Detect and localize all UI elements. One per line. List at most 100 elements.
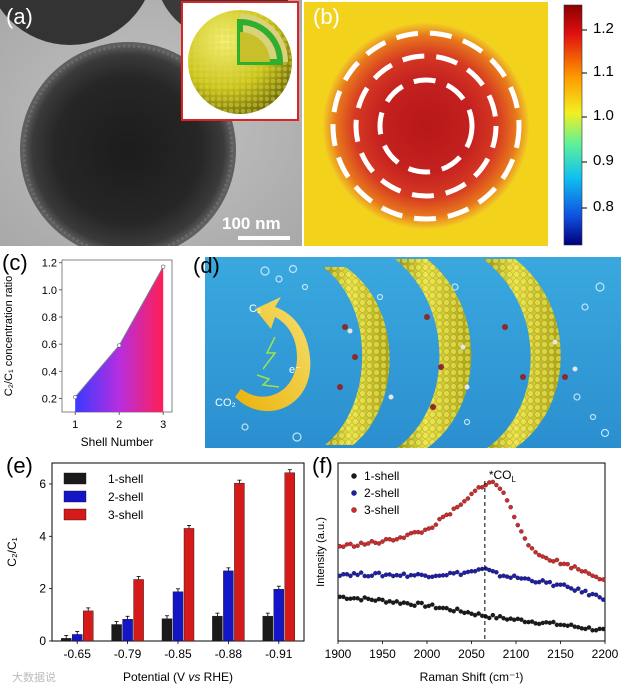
panel-e-label: (e) xyxy=(6,453,33,478)
data-point xyxy=(572,588,577,593)
y-tick-label: 0.2 xyxy=(42,393,57,405)
bar-2-shell xyxy=(122,619,133,642)
legend-item-1-shell: 1-shell xyxy=(351,469,399,483)
series-2-shell xyxy=(337,566,606,602)
x-tick-label: -0.88 xyxy=(215,647,243,661)
panel-c: 0.2 0.4 0.6 0.8 1.0 1.2 1 2 3 Shell Number C₂/C₁ c… xyxy=(0,250,195,450)
colorbar-tick-0-9: 0.9 xyxy=(593,152,614,169)
data-point xyxy=(419,530,424,535)
data-point xyxy=(568,586,574,591)
data-point xyxy=(419,600,424,606)
legend-item-1-shell: 1-shell xyxy=(63,472,143,486)
data-point xyxy=(526,543,531,548)
bar-2-shell xyxy=(172,591,184,642)
data-point xyxy=(497,486,503,492)
data-point xyxy=(430,602,435,607)
legend-label: 2-shell xyxy=(108,490,143,504)
panel-a-label: (a) xyxy=(6,4,33,29)
colorbar-tick-1-0: 1.0 xyxy=(593,107,614,124)
data-point xyxy=(358,570,364,575)
data-point xyxy=(469,491,474,497)
data-point xyxy=(376,541,382,546)
y-tick-label: 0.6 xyxy=(42,339,57,351)
data-point xyxy=(444,605,449,611)
data-point xyxy=(355,572,360,578)
data-point xyxy=(501,490,506,496)
data-point xyxy=(161,264,166,269)
data-point xyxy=(600,626,606,632)
area-fill xyxy=(75,266,164,412)
bar-1-shell xyxy=(111,624,122,642)
legend-label: 3-shell xyxy=(108,508,143,522)
data-point xyxy=(490,479,496,485)
legend-swatch xyxy=(63,508,87,521)
bar-3-shell xyxy=(284,472,295,642)
annotation-sub: L xyxy=(512,475,517,484)
data-point xyxy=(472,488,478,494)
data-point xyxy=(586,625,592,630)
legend-label: 2-shell xyxy=(364,486,399,500)
data-point xyxy=(540,578,545,583)
x-tick-label: 1900 xyxy=(325,647,352,661)
data-point xyxy=(472,568,478,574)
data-point xyxy=(487,615,492,621)
x-tick-label: -0.65 xyxy=(64,647,92,661)
label-co2: CO₂ xyxy=(215,397,236,409)
bar-1-shell xyxy=(61,638,72,642)
data-point xyxy=(465,496,471,501)
data-point xyxy=(440,514,446,520)
panel-c-chart: 0.2 0.4 0.6 0.8 1.0 1.2 1 2 3 Shell Number C₂/C₁ c… xyxy=(3,258,173,449)
series-1-shell xyxy=(337,594,606,633)
data-point xyxy=(380,597,385,603)
data-point xyxy=(494,482,499,488)
data-point xyxy=(568,622,574,627)
data-point xyxy=(458,572,464,578)
data-point xyxy=(529,546,535,551)
legend-swatch xyxy=(63,472,87,485)
data-point xyxy=(593,574,599,580)
panel-f-label: (f) xyxy=(312,453,333,478)
x-tick-label: 2 xyxy=(116,419,122,431)
x-tick-label: 1 xyxy=(72,419,78,431)
data-point xyxy=(511,573,517,578)
data-point xyxy=(536,579,542,585)
bar-1-shell xyxy=(262,615,273,642)
data-point xyxy=(451,609,456,614)
panel-b: (b) 1.2 1.1 1.0 0.9 0.8 xyxy=(303,0,625,246)
data-point xyxy=(583,569,588,574)
data-point xyxy=(412,603,417,608)
legend-label: 1-shell xyxy=(108,472,143,486)
data-point xyxy=(522,536,528,541)
x-tick-label: 1950 xyxy=(369,647,396,661)
data-point xyxy=(380,539,385,544)
panel-e: -0.65 -0.79 -0.85 -0.88 -0.91 0 2 4 6 1-shell 2-sh… xyxy=(0,453,310,689)
legend-item-3-shell: 3-shell xyxy=(63,508,143,522)
x-axis-label: Raman Shift (cm⁻¹) xyxy=(420,670,524,684)
data-point xyxy=(526,576,531,582)
data-point xyxy=(430,525,435,530)
y-tick-label: 4 xyxy=(39,529,46,543)
x-tick-label: 2050 xyxy=(458,647,485,661)
data-point xyxy=(508,504,513,510)
data-point xyxy=(494,615,499,621)
legend-label: 1-shell xyxy=(364,469,399,483)
data-point xyxy=(551,619,556,625)
bar-3-shell xyxy=(133,579,144,642)
data-point xyxy=(394,537,399,542)
legend-item-2-shell: 2-shell xyxy=(351,486,399,500)
legend-item-2-shell: 2-shell xyxy=(63,490,143,504)
y-axis-label: C₂/C₁ concentration ratio xyxy=(3,276,15,396)
legend-label: 3-shell xyxy=(364,503,399,517)
x-axis-label: Potential (V vs RHE) xyxy=(123,670,233,684)
data-point xyxy=(576,586,581,591)
data-point xyxy=(565,561,570,567)
data-point xyxy=(366,541,371,546)
x-tick-label: 2100 xyxy=(503,647,530,661)
data-point xyxy=(544,555,549,561)
data-point xyxy=(547,579,553,585)
data-point xyxy=(437,516,442,522)
y-axis-label: C₂/C₁ xyxy=(5,537,19,566)
data-point xyxy=(348,541,353,547)
data-point xyxy=(341,544,346,550)
data-point xyxy=(447,512,453,517)
